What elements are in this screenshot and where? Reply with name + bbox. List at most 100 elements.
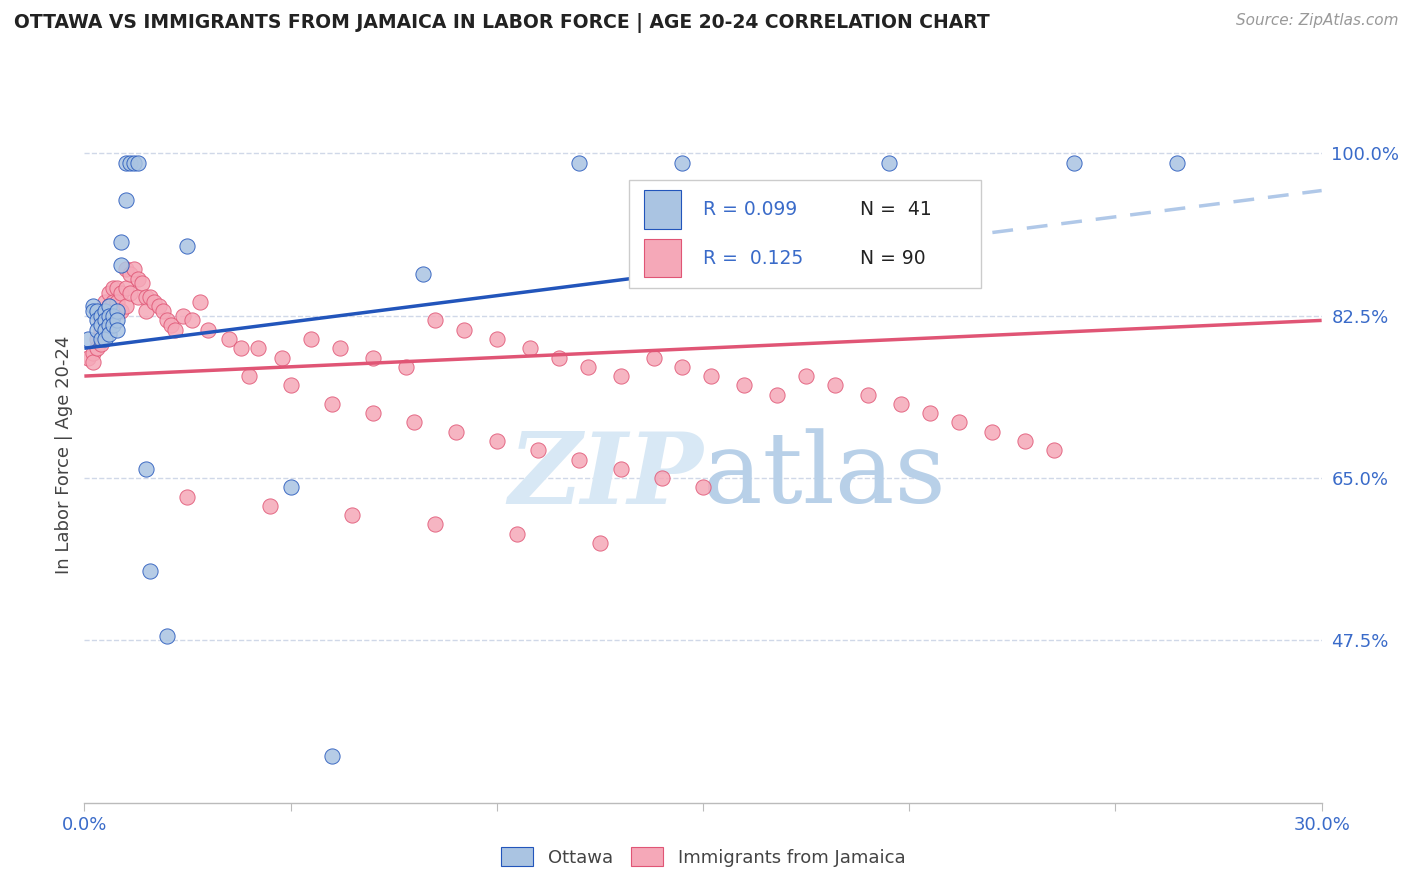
Point [361, 351, 384, 365]
Point [172, 309, 194, 323]
Point [1063, 155, 1085, 169]
Point [188, 294, 211, 309]
Point [105, 304, 128, 318]
Point [105, 294, 128, 309]
Point [90, 313, 112, 327]
Point [139, 564, 162, 578]
Point [671, 155, 693, 169]
Point [794, 369, 817, 384]
Point [980, 425, 1002, 439]
Point [110, 235, 132, 249]
Point [86, 332, 108, 346]
Point [82, 355, 104, 369]
Point [90, 309, 112, 323]
Point [139, 290, 162, 304]
Point [143, 294, 166, 309]
Point [568, 155, 591, 169]
Point [692, 480, 714, 494]
Text: N = 90: N = 90 [860, 249, 925, 268]
Point [671, 359, 693, 374]
Point [395, 359, 418, 374]
Point [118, 155, 141, 169]
Point [453, 323, 475, 337]
Point [103, 294, 125, 309]
Point [259, 499, 281, 513]
Point [824, 378, 846, 392]
Point [110, 304, 132, 318]
Point [103, 309, 125, 323]
Point [98, 313, 121, 327]
Point [160, 318, 183, 332]
Point [122, 262, 145, 277]
Legend: Ottawa, Immigrants from Jamaica: Ottawa, Immigrants from Jamaica [494, 840, 912, 874]
Point [299, 332, 322, 346]
Point [82, 346, 104, 360]
Text: OTTAWA VS IMMIGRANTS FROM JAMAICA IN LABOR FORCE | AGE 20-24 CORRELATION CHART: OTTAWA VS IMMIGRANTS FROM JAMAICA IN LAB… [14, 13, 990, 33]
Point [643, 351, 665, 365]
Point [361, 406, 384, 420]
Point [156, 629, 179, 643]
Point [651, 471, 673, 485]
Point [890, 397, 912, 411]
Point [94, 323, 117, 337]
Point [114, 155, 136, 169]
Bar [644, 239, 681, 277]
Point [98, 300, 121, 314]
Point [110, 285, 132, 300]
Point [568, 452, 591, 467]
Point [98, 285, 121, 300]
Point [86, 323, 108, 337]
Point [519, 341, 541, 355]
Point [342, 508, 364, 523]
Point [321, 397, 343, 411]
Point [118, 285, 141, 300]
Point [506, 526, 529, 541]
Text: ZIP: ZIP [508, 427, 703, 524]
Point [98, 309, 121, 323]
Point [114, 300, 136, 314]
FancyBboxPatch shape [628, 180, 981, 288]
Point [127, 155, 149, 169]
Point [412, 267, 434, 281]
Point [165, 323, 187, 337]
Text: R = 0.099: R = 0.099 [703, 200, 797, 219]
Point [135, 290, 157, 304]
Point [271, 351, 294, 365]
Point [94, 294, 117, 309]
Point [877, 155, 900, 169]
Point [229, 341, 252, 355]
Point [176, 490, 198, 504]
Point [423, 517, 446, 532]
Point [90, 332, 112, 346]
Point [131, 277, 153, 291]
Point [576, 359, 599, 374]
Point [114, 262, 136, 277]
Text: atlas: atlas [703, 428, 946, 524]
Text: N =  41: N = 41 [860, 200, 932, 219]
Point [86, 304, 108, 318]
Point [94, 313, 117, 327]
Point [485, 434, 508, 448]
Point [733, 378, 755, 392]
Point [238, 369, 260, 384]
Point [127, 290, 149, 304]
Point [176, 239, 198, 253]
Point [700, 369, 723, 384]
Point [135, 462, 157, 476]
Point [110, 258, 132, 272]
Y-axis label: In Labor Force | Age 20-24: In Labor Force | Age 20-24 [55, 335, 73, 574]
Point [218, 332, 240, 346]
Point [1166, 155, 1188, 169]
Point [766, 387, 789, 401]
Point [856, 387, 879, 401]
Point [82, 300, 104, 314]
Point [609, 462, 631, 476]
Text: R =  0.125: R = 0.125 [703, 249, 803, 268]
Point [444, 425, 467, 439]
Point [329, 341, 352, 355]
Point [77, 351, 100, 365]
Point [609, 369, 631, 384]
Point [122, 155, 145, 169]
Point [148, 300, 170, 314]
Point [105, 281, 128, 295]
